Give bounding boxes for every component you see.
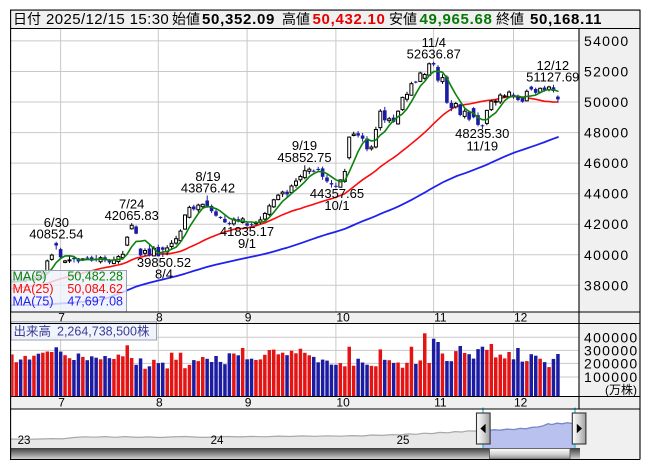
svg-text:41835.17: 41835.17 bbox=[220, 224, 274, 239]
svg-text:9/1: 9/1 bbox=[238, 236, 256, 251]
svg-text:12/12: 12/12 bbox=[537, 58, 570, 73]
svg-text:6/30: 6/30 bbox=[44, 215, 69, 230]
svg-text:11: 11 bbox=[434, 396, 447, 410]
svg-text:50,482.28: 50,482.28 bbox=[67, 270, 123, 284]
svg-text:24: 24 bbox=[211, 435, 224, 447]
svg-text:8/19: 8/19 bbox=[195, 169, 220, 184]
svg-text:MA(75): MA(75) bbox=[13, 295, 54, 309]
svg-text:MA(5): MA(5) bbox=[13, 270, 47, 284]
svg-text:52000: 52000 bbox=[584, 64, 629, 80]
svg-text:50000: 50000 bbox=[584, 94, 629, 110]
svg-text:44000: 44000 bbox=[584, 186, 629, 202]
svg-text:39850.52: 39850.52 bbox=[137, 255, 191, 270]
svg-text:400000: 400000 bbox=[584, 329, 639, 345]
svg-text:25: 25 bbox=[397, 435, 410, 447]
svg-text:7: 7 bbox=[58, 396, 65, 410]
svg-text:200000: 200000 bbox=[584, 355, 639, 371]
svg-text:40000: 40000 bbox=[584, 247, 629, 263]
svg-text:9/19: 9/19 bbox=[292, 138, 317, 153]
svg-text:11/4: 11/4 bbox=[422, 35, 446, 50]
svg-text:9: 9 bbox=[245, 311, 252, 325]
svg-text:40852.54: 40852.54 bbox=[29, 227, 83, 242]
svg-text:46000: 46000 bbox=[584, 155, 629, 171]
svg-text:9: 9 bbox=[245, 396, 252, 410]
svg-text:42065.83: 42065.83 bbox=[105, 208, 159, 223]
svg-text:(万株): (万株) bbox=[605, 382, 637, 397]
svg-text:8: 8 bbox=[156, 311, 163, 325]
svg-text:51127.69: 51127.69 bbox=[526, 69, 579, 84]
svg-text:48000: 48000 bbox=[584, 125, 629, 141]
svg-text:54000: 54000 bbox=[584, 33, 629, 49]
svg-text:8/4: 8/4 bbox=[155, 266, 173, 281]
svg-text:48235.30: 48235.30 bbox=[455, 126, 509, 141]
svg-text:100000: 100000 bbox=[584, 369, 639, 385]
svg-text:45852.75: 45852.75 bbox=[277, 150, 331, 165]
svg-text:44357.65: 44357.65 bbox=[310, 186, 364, 201]
svg-text:38000: 38000 bbox=[584, 277, 629, 293]
svg-text:11: 11 bbox=[434, 311, 447, 325]
svg-text:12: 12 bbox=[514, 396, 528, 410]
svg-text:12: 12 bbox=[514, 311, 528, 325]
svg-text:43876.42: 43876.42 bbox=[181, 181, 235, 196]
svg-text:11/19: 11/19 bbox=[467, 139, 499, 154]
svg-text:42000: 42000 bbox=[584, 216, 629, 232]
svg-text:7/24: 7/24 bbox=[119, 197, 144, 212]
svg-text:8: 8 bbox=[156, 396, 163, 410]
svg-text:23: 23 bbox=[18, 435, 31, 447]
svg-text:7: 7 bbox=[58, 311, 65, 325]
svg-text:10/1: 10/1 bbox=[324, 198, 349, 213]
svg-text:300000: 300000 bbox=[584, 342, 639, 358]
svg-text:50,084.62: 50,084.62 bbox=[67, 282, 123, 296]
svg-text:10: 10 bbox=[336, 311, 350, 325]
svg-text:52636.87: 52636.87 bbox=[407, 47, 461, 62]
svg-text:10: 10 bbox=[336, 396, 350, 410]
svg-text:MA(25): MA(25) bbox=[13, 282, 54, 296]
svg-text:47,697.08: 47,697.08 bbox=[67, 295, 123, 309]
